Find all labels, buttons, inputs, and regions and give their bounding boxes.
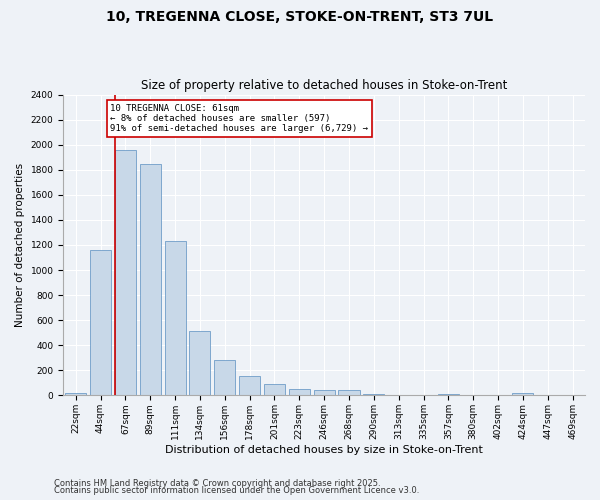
Bar xyxy=(239,376,260,396)
Bar xyxy=(164,241,185,396)
Bar xyxy=(463,395,484,396)
Bar xyxy=(512,393,533,396)
Text: 10 TREGENNA CLOSE: 61sqm
← 8% of detached houses are smaller (597)
91% of semi-d: 10 TREGENNA CLOSE: 61sqm ← 8% of detache… xyxy=(110,104,368,134)
Bar xyxy=(363,394,385,396)
X-axis label: Distribution of detached houses by size in Stoke-on-Trent: Distribution of detached houses by size … xyxy=(165,445,483,455)
Bar xyxy=(140,164,161,396)
Y-axis label: Number of detached properties: Number of detached properties xyxy=(15,163,25,327)
Bar xyxy=(438,394,459,396)
Bar xyxy=(289,388,310,396)
Bar xyxy=(264,384,285,396)
Text: Contains public sector information licensed under the Open Government Licence v3: Contains public sector information licen… xyxy=(54,486,419,495)
Bar xyxy=(388,395,409,396)
Bar xyxy=(115,150,136,396)
Bar xyxy=(65,393,86,396)
Bar xyxy=(537,395,558,396)
Bar xyxy=(214,360,235,396)
Bar xyxy=(314,390,335,396)
Text: Contains HM Land Registry data © Crown copyright and database right 2025.: Contains HM Land Registry data © Crown c… xyxy=(54,478,380,488)
Bar xyxy=(90,250,111,396)
Bar xyxy=(190,332,211,396)
Title: Size of property relative to detached houses in Stoke-on-Trent: Size of property relative to detached ho… xyxy=(141,79,508,92)
Text: 10, TREGENNA CLOSE, STOKE-ON-TRENT, ST3 7UL: 10, TREGENNA CLOSE, STOKE-ON-TRENT, ST3 … xyxy=(106,10,494,24)
Bar xyxy=(338,390,359,396)
